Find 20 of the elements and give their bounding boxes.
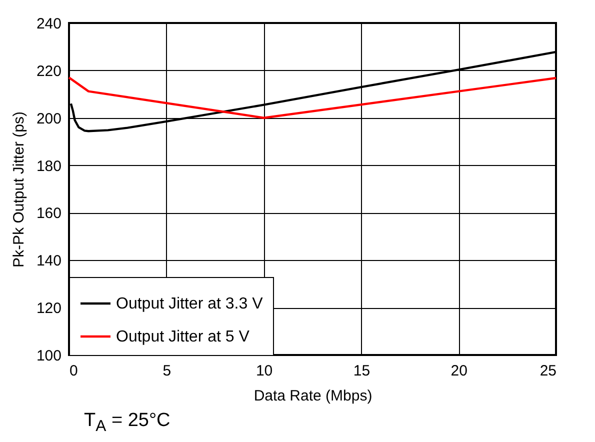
x-tick-label: 15 (353, 362, 370, 380)
y-axis-title: Pk-Pk Output Jitter (ps) (10, 112, 28, 268)
x-tick-label: 25 (540, 362, 556, 380)
x-tick-label: 0 (70, 362, 78, 380)
line-series (68, 76, 558, 119)
y-tick-label: 220 (36, 62, 62, 80)
x-tick-label: 5 (162, 362, 172, 380)
y-tick-label: 140 (36, 252, 62, 270)
legend-label: Output Jitter at 3.3 V (116, 296, 264, 312)
x-tick-label: 20 (450, 362, 468, 380)
y-tick-label: 120 (36, 300, 62, 318)
y-tick-label: 240 (36, 16, 62, 32)
y-tick-label: 180 (36, 158, 62, 175)
y-tick-label: 160 (36, 205, 62, 222)
y-tick-label: 100 (36, 348, 62, 364)
y-tick-label: 200 (36, 110, 62, 128)
text: T$_{A}$ = 25°C (84, 410, 170, 436)
legend-label: Output Jitter at 5 V (116, 328, 250, 346)
x-axis-title: Data Rate (Mbps) (254, 388, 372, 404)
x-tick-label: 10 (256, 362, 273, 380)
